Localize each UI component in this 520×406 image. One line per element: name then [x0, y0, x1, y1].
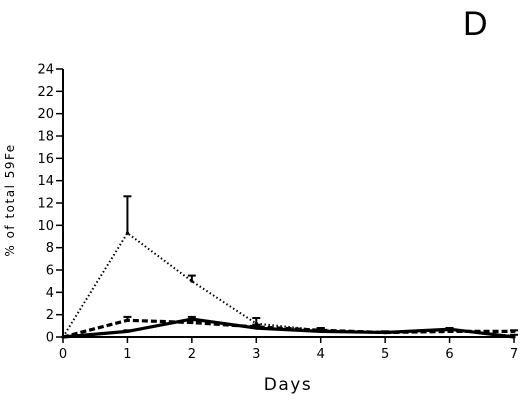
y-tick-label: 16 — [37, 152, 54, 167]
data-point — [61, 335, 65, 339]
series-line — [62, 232, 515, 338]
data-point — [190, 317, 194, 321]
y-tick-label: 12 — [37, 197, 54, 212]
data-point — [125, 329, 130, 334]
x-tick-label: 0 — [59, 347, 67, 362]
data-point — [447, 327, 452, 331]
y-tick-label: 6 — [46, 264, 54, 279]
y-tick-label: 14 — [37, 174, 54, 189]
y-tick-label: 2 — [46, 308, 54, 323]
y-tick-label: 18 — [37, 130, 54, 145]
data-point — [512, 329, 516, 334]
y-tick-label: 4 — [46, 286, 54, 301]
data-point — [125, 231, 130, 235]
series-layer — [61, 195, 518, 339]
panel-label: D — [463, 5, 488, 43]
y-tick-label: 24 — [37, 63, 54, 78]
y-tick-label: 20 — [37, 107, 54, 122]
data-point — [125, 318, 130, 322]
x-tick-label: 7 — [510, 347, 518, 362]
y-tick-label: 8 — [46, 241, 54, 256]
data-point — [319, 329, 323, 334]
y-tick-label: 10 — [37, 219, 54, 234]
data-point — [190, 320, 194, 325]
x-tick-label: 1 — [123, 347, 131, 362]
data-point — [512, 335, 516, 339]
x-tick-label: 6 — [445, 347, 453, 362]
data-point — [254, 326, 258, 330]
x-axis-ticks: 0 1 2 3 4 5 6 7 — [59, 337, 518, 362]
data-point — [383, 330, 387, 335]
x-tick-label: 4 — [317, 347, 325, 362]
y-tick-label: 22 — [37, 85, 54, 100]
x-tick-label: 5 — [381, 347, 389, 362]
x-axis-title: Days — [264, 375, 312, 395]
x-tick-label: 2 — [188, 347, 196, 362]
data-point — [190, 279, 194, 283]
x-tick-label: 3 — [252, 347, 260, 362]
y-tick-label: 0 — [46, 331, 54, 346]
series-line — [62, 317, 515, 339]
series-solid — [61, 315, 516, 339]
y-axis-title: % of total 59Fe — [3, 143, 17, 256]
